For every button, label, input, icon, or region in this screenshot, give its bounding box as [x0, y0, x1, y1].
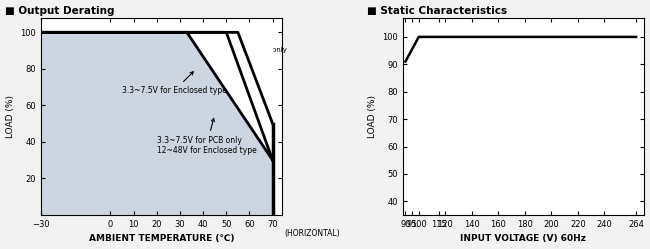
Text: (HORIZONTAL): (HORIZONTAL)	[284, 229, 340, 238]
Polygon shape	[187, 32, 273, 160]
Y-axis label: LOAD (%): LOAD (%)	[368, 95, 376, 138]
Polygon shape	[41, 32, 273, 215]
Text: 12~48V
For PCB only: 12~48V For PCB only	[242, 40, 287, 53]
Polygon shape	[226, 32, 273, 160]
Polygon shape	[238, 32, 273, 124]
Text: ■ Static Characteristics: ■ Static Characteristics	[367, 5, 507, 15]
Text: ■ Output Derating: ■ Output Derating	[5, 5, 114, 15]
X-axis label: INPUT VOLTAGE (V) 60Hz: INPUT VOLTAGE (V) 60Hz	[460, 235, 586, 244]
Text: 3.3~7.5V for Enclosed type: 3.3~7.5V for Enclosed type	[122, 72, 227, 95]
Y-axis label: LOAD (%): LOAD (%)	[6, 95, 14, 138]
Text: 3.3~7.5V for PCB only
12~48V for Enclosed type: 3.3~7.5V for PCB only 12~48V for Enclose…	[157, 119, 257, 155]
X-axis label: AMBIENT TEMPERATURE (℃): AMBIENT TEMPERATURE (℃)	[88, 235, 234, 244]
